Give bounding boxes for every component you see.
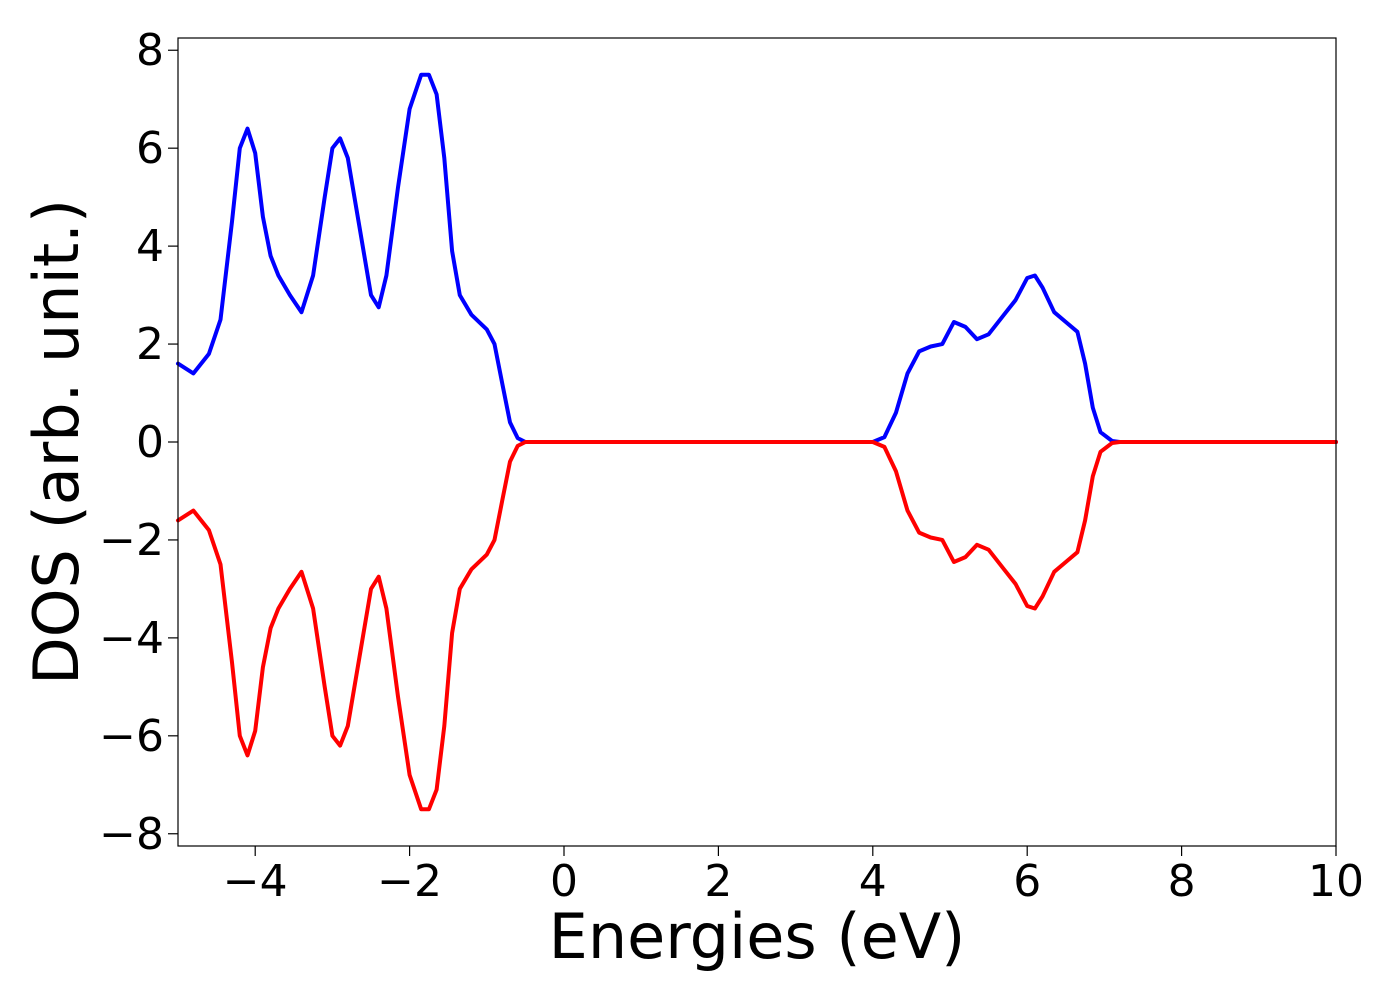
y-tick-label: 2 [136, 319, 164, 370]
x-tick-label: 10 [1308, 856, 1364, 907]
y-axis-label: DOS (arb. unit.) [20, 199, 93, 685]
x-tick-label: 6 [1013, 856, 1041, 907]
x-tick-label: 0 [550, 856, 578, 907]
y-tick-label: 0 [136, 417, 164, 468]
x-tick-label: −2 [377, 856, 442, 907]
x-tick-label: −4 [223, 856, 288, 907]
x-tick-label: 8 [1168, 856, 1196, 907]
x-tick-label: 4 [859, 856, 887, 907]
x-axis-ticks: −4 −2 0 2 4 6 8 10 [223, 846, 1364, 907]
y-tick-label: −6 [99, 711, 164, 762]
y-tick-label: 4 [136, 221, 164, 272]
y-tick-label: −4 [99, 613, 164, 664]
x-tick-label: 2 [704, 856, 732, 907]
y-tick-label: −2 [99, 515, 164, 566]
x-axis-label: Energies (eV) [549, 900, 966, 973]
y-tick-label: −8 [99, 809, 164, 860]
series-line-1 [176, 440, 1338, 812]
y-tick-label: 8 [136, 25, 164, 76]
y-tick-label: 6 [136, 123, 164, 174]
series-layer [176, 72, 1338, 812]
y-axis-ticks: −8 −6 −4 −2 0 2 4 6 8 [99, 25, 178, 860]
series-line-0 [176, 72, 1338, 444]
